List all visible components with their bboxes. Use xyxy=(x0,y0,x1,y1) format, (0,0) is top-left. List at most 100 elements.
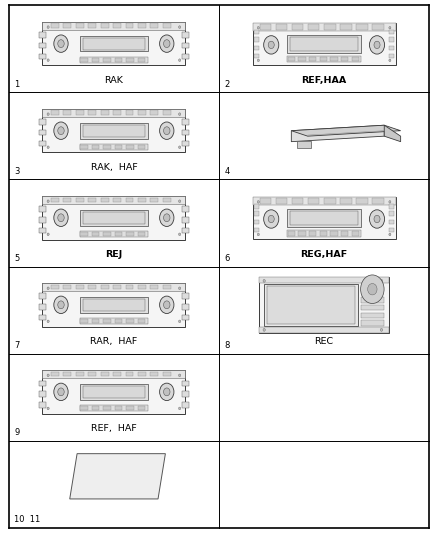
Bar xyxy=(182,228,189,233)
Bar xyxy=(80,211,148,225)
Bar xyxy=(88,372,96,376)
Circle shape xyxy=(179,320,181,322)
Bar xyxy=(126,232,134,236)
Bar xyxy=(115,58,122,62)
Bar xyxy=(341,57,348,61)
Circle shape xyxy=(179,113,181,116)
Bar xyxy=(80,384,148,400)
Circle shape xyxy=(47,407,49,410)
Bar xyxy=(92,319,99,323)
Circle shape xyxy=(47,113,49,116)
Bar xyxy=(138,232,145,236)
Bar xyxy=(182,217,189,223)
Bar xyxy=(389,204,394,208)
Bar xyxy=(115,232,122,236)
Bar xyxy=(259,327,389,333)
Bar xyxy=(138,285,146,289)
Bar xyxy=(80,405,148,411)
Bar xyxy=(88,285,96,289)
Circle shape xyxy=(47,233,49,236)
Bar xyxy=(42,109,185,152)
Circle shape xyxy=(258,27,259,29)
Bar xyxy=(39,141,46,147)
Circle shape xyxy=(58,214,64,222)
Bar xyxy=(254,30,259,35)
Bar xyxy=(101,372,109,376)
Bar xyxy=(151,110,159,115)
Bar xyxy=(51,110,59,115)
Circle shape xyxy=(47,200,49,203)
Bar xyxy=(360,313,384,318)
Bar xyxy=(389,46,394,50)
Bar xyxy=(253,23,396,31)
Circle shape xyxy=(374,215,380,223)
Circle shape xyxy=(163,214,170,222)
Bar xyxy=(389,228,394,232)
Bar xyxy=(42,196,185,239)
Bar xyxy=(182,141,189,147)
Bar xyxy=(309,57,317,61)
Bar xyxy=(42,22,185,30)
Circle shape xyxy=(263,279,265,282)
Bar xyxy=(320,57,327,61)
Bar xyxy=(138,319,145,323)
Bar xyxy=(182,43,189,49)
Bar xyxy=(389,54,394,58)
Bar xyxy=(103,232,111,236)
Bar xyxy=(115,406,122,410)
Bar xyxy=(352,57,359,61)
Bar xyxy=(253,23,396,64)
Circle shape xyxy=(258,200,259,203)
Bar xyxy=(80,36,148,52)
Bar xyxy=(76,372,84,376)
Bar xyxy=(320,231,327,236)
Circle shape xyxy=(263,328,265,332)
Bar xyxy=(360,320,384,326)
Text: 9: 9 xyxy=(14,429,19,438)
Bar xyxy=(39,228,46,233)
Bar xyxy=(115,144,122,149)
Bar xyxy=(126,58,134,62)
Bar xyxy=(138,58,145,62)
Bar xyxy=(103,144,111,149)
Circle shape xyxy=(179,233,181,236)
Circle shape xyxy=(268,215,274,223)
Circle shape xyxy=(179,59,181,61)
Circle shape xyxy=(179,26,181,28)
Bar xyxy=(182,402,189,408)
Bar xyxy=(292,198,304,204)
Bar xyxy=(39,130,46,135)
Bar xyxy=(64,198,71,202)
Circle shape xyxy=(179,146,181,149)
Text: 4: 4 xyxy=(224,167,230,176)
Bar xyxy=(80,144,148,150)
Polygon shape xyxy=(291,125,401,136)
Bar xyxy=(42,370,185,414)
Bar xyxy=(308,24,319,30)
Bar xyxy=(126,319,134,323)
Bar xyxy=(81,144,88,149)
Bar xyxy=(88,198,96,202)
Circle shape xyxy=(47,146,49,149)
Bar xyxy=(39,54,46,59)
Circle shape xyxy=(389,200,391,203)
Bar xyxy=(389,37,394,42)
Bar xyxy=(138,372,146,376)
Bar xyxy=(39,33,46,37)
Bar xyxy=(352,231,359,236)
Text: 6: 6 xyxy=(224,254,230,263)
Bar xyxy=(151,285,159,289)
Bar xyxy=(163,285,171,289)
Circle shape xyxy=(179,407,181,410)
Circle shape xyxy=(258,59,259,62)
Bar xyxy=(39,402,46,408)
Bar xyxy=(264,284,358,326)
Bar xyxy=(276,198,287,204)
Circle shape xyxy=(360,275,384,303)
Bar xyxy=(101,285,109,289)
Bar xyxy=(101,23,109,28)
Bar xyxy=(113,285,121,289)
Bar xyxy=(324,24,336,30)
Circle shape xyxy=(58,40,64,47)
Bar xyxy=(389,212,394,216)
